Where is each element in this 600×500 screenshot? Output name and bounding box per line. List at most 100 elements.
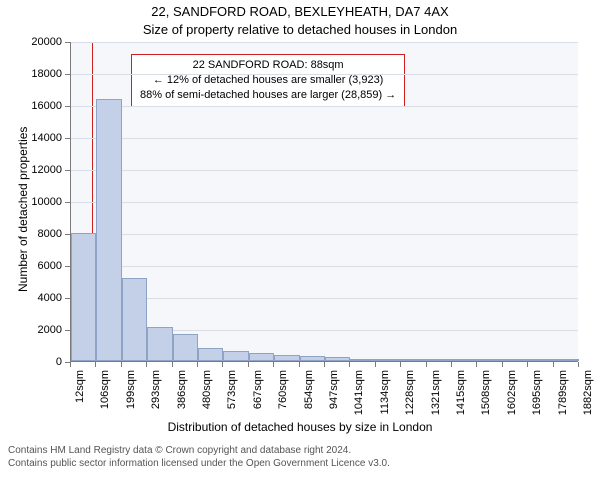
y-tick-label: 14000 <box>31 132 62 144</box>
x-tick-label: 573sqm <box>226 370 238 420</box>
x-axis-label: Distribution of detached houses by size … <box>0 420 600 434</box>
callout-box: 22 SANDFORD ROAD: 88sqm ← 12% of detache… <box>131 54 405 107</box>
x-tick-mark <box>349 362 350 367</box>
histogram-bar <box>122 278 147 361</box>
x-tick-label: 1041sqm <box>353 370 365 420</box>
x-tick-mark <box>197 362 198 367</box>
chart-subtitle: Size of property relative to detached ho… <box>0 22 600 37</box>
x-tick-label: 1134sqm <box>379 370 391 420</box>
y-tick-label: 18000 <box>31 68 62 80</box>
gridline <box>71 74 578 75</box>
y-tick-label: 4000 <box>38 292 62 304</box>
chart-title: 22, SANDFORD ROAD, BEXLEYHEATH, DA7 4AX <box>0 4 600 19</box>
y-tick-mark <box>65 74 70 75</box>
x-tick-mark <box>121 362 122 367</box>
x-tick-label: 1882sqm <box>582 370 594 420</box>
x-tick-mark <box>222 362 223 367</box>
x-tick-mark <box>70 362 71 367</box>
histogram-bar <box>223 351 248 361</box>
footer-attribution: Contains HM Land Registry data © Crown c… <box>8 444 390 470</box>
x-tick-label: 386sqm <box>176 370 188 420</box>
x-tick-mark <box>324 362 325 367</box>
gridline <box>71 138 578 139</box>
x-tick-label: 1602sqm <box>506 370 518 420</box>
histogram-bar <box>325 357 350 361</box>
plot-area: 22 SANDFORD ROAD: 88sqm ← 12% of detache… <box>70 42 578 362</box>
x-tick-mark <box>553 362 554 367</box>
x-tick-label: 854sqm <box>303 370 315 420</box>
histogram-bar <box>376 359 401 361</box>
histogram-bar <box>528 359 553 361</box>
x-tick-label: 667sqm <box>252 370 264 420</box>
x-tick-label: 947sqm <box>328 370 340 420</box>
x-tick-label: 199sqm <box>125 370 137 420</box>
x-tick-label: 760sqm <box>277 370 289 420</box>
x-tick-label: 1508sqm <box>480 370 492 420</box>
y-tick-mark <box>65 266 70 267</box>
y-tick-mark <box>65 138 70 139</box>
x-tick-mark <box>451 362 452 367</box>
y-tick-label: 12000 <box>31 164 62 176</box>
histogram-bar <box>300 356 325 361</box>
gridline <box>71 202 578 203</box>
gridline <box>71 266 578 267</box>
histogram-bar <box>147 327 172 361</box>
histogram-bar <box>71 233 96 361</box>
x-tick-mark <box>426 362 427 367</box>
histogram-bar <box>198 348 223 361</box>
y-tick-mark <box>65 106 70 107</box>
x-tick-mark <box>273 362 274 367</box>
gridline <box>71 170 578 171</box>
gridline <box>71 106 578 107</box>
callout-line-2: ← 12% of detached houses are smaller (3,… <box>140 73 396 88</box>
histogram-bar <box>477 359 502 361</box>
y-tick-label: 6000 <box>38 260 62 272</box>
histogram-bar <box>249 353 274 361</box>
histogram-bar <box>96 99 121 361</box>
histogram-bar <box>554 359 579 361</box>
histogram-bar <box>401 359 426 361</box>
x-tick-label: 1228sqm <box>404 370 416 420</box>
x-tick-mark <box>95 362 96 367</box>
gridline <box>71 234 578 235</box>
callout-line-3: 88% of semi-detached houses are larger (… <box>140 88 396 103</box>
x-tick-mark <box>578 362 579 367</box>
y-axis-label: Number of detached properties <box>16 127 30 292</box>
y-tick-label: 20000 <box>31 36 62 48</box>
y-tick-mark <box>65 330 70 331</box>
x-tick-mark <box>172 362 173 367</box>
histogram-bar <box>427 359 452 361</box>
histogram-bar <box>350 359 375 361</box>
x-tick-label: 1695sqm <box>531 370 543 420</box>
x-tick-mark <box>476 362 477 367</box>
footer-line-1: Contains HM Land Registry data © Crown c… <box>8 444 390 457</box>
histogram-bar <box>173 334 198 361</box>
x-tick-mark <box>502 362 503 367</box>
y-tick-mark <box>65 170 70 171</box>
histogram-bar <box>452 359 477 361</box>
footer-line-2: Contains public sector information licen… <box>8 457 390 470</box>
callout-line-1: 22 SANDFORD ROAD: 88sqm <box>140 58 396 73</box>
x-tick-mark <box>248 362 249 367</box>
y-tick-label: 0 <box>56 356 62 368</box>
x-tick-label: 1789sqm <box>557 370 569 420</box>
x-tick-label: 480sqm <box>201 370 213 420</box>
x-tick-mark <box>375 362 376 367</box>
chart-container: 22, SANDFORD ROAD, BEXLEYHEATH, DA7 4AX … <box>0 0 600 500</box>
gridline <box>71 42 578 43</box>
y-tick-label: 8000 <box>38 228 62 240</box>
y-tick-mark <box>65 234 70 235</box>
y-tick-label: 10000 <box>31 196 62 208</box>
x-tick-label: 1415sqm <box>455 370 467 420</box>
x-tick-label: 106sqm <box>99 370 111 420</box>
x-tick-mark <box>400 362 401 367</box>
histogram-bar <box>503 359 528 361</box>
y-tick-mark <box>65 42 70 43</box>
y-tick-mark <box>65 298 70 299</box>
y-tick-label: 16000 <box>31 100 62 112</box>
y-tick-label: 2000 <box>38 324 62 336</box>
x-tick-mark <box>146 362 147 367</box>
x-tick-mark <box>527 362 528 367</box>
histogram-bar <box>274 355 299 361</box>
y-tick-mark <box>65 202 70 203</box>
